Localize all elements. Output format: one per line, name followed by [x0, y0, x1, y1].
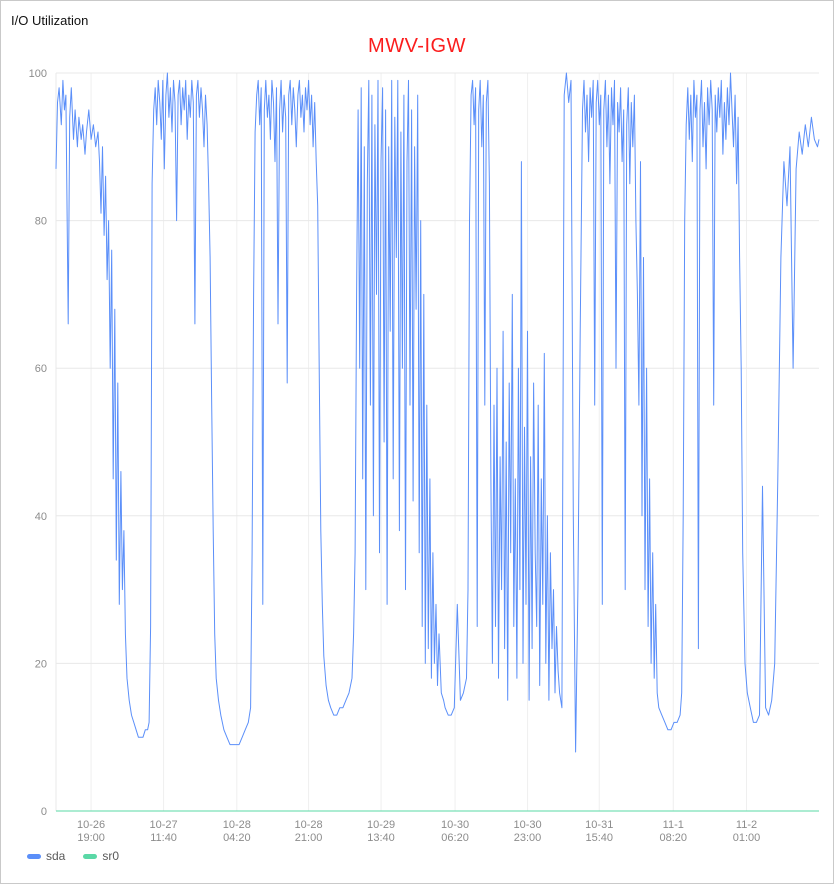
chart-legend: sda sr0 [27, 849, 119, 863]
y-tick-label: 0 [41, 806, 47, 818]
y-tick-label: 100 [29, 68, 47, 80]
x-tick-date: 10-30 [441, 819, 469, 831]
x-tick-time: 15:40 [585, 832, 613, 844]
legend-item-sda[interactable]: sda [27, 849, 65, 863]
x-tick-date: 10-31 [585, 819, 613, 831]
x-tick-time: 19:00 [77, 832, 105, 844]
chart-title: MWV-IGW [368, 35, 466, 57]
x-tick-date: 11-1 [663, 819, 684, 831]
x-tick-date: 10-28 [223, 819, 251, 831]
y-tick-label: 80 [35, 216, 47, 228]
x-tick-date: 10-29 [367, 819, 395, 831]
line-chart[interactable]: 10-2619:0010-2711:4010-2804:2010-2821:00… [1, 1, 833, 846]
y-tick-label: 40 [35, 511, 47, 523]
x-tick-date: 10-28 [294, 819, 322, 831]
sr0-series-marker-icon [83, 853, 98, 859]
x-tick-date: 10-30 [513, 819, 541, 831]
y-tick-label: 20 [35, 658, 47, 670]
x-tick-time: 13:40 [367, 832, 395, 844]
x-tick-time: 01:00 [733, 832, 761, 844]
legend-label-sr0: sr0 [102, 849, 120, 863]
sda-series-marker-icon [27, 853, 41, 859]
series-sda-line [55, 72, 820, 753]
x-tick-date: 10-26 [77, 819, 105, 831]
chart-axis-title: I/O Utilization [11, 13, 89, 28]
x-tick-time: 11:40 [150, 832, 177, 844]
x-tick-time: 21:00 [295, 832, 323, 844]
x-tick-date: 11-2 [736, 819, 757, 831]
x-tick-date: 10-27 [150, 819, 178, 831]
y-tick-label: 60 [35, 363, 47, 375]
legend-label-sda: sda [46, 849, 66, 863]
x-tick-time: 06:20 [441, 832, 469, 844]
legend-item-sr0[interactable]: sr0 [83, 849, 119, 863]
x-tick-time: 23:00 [514, 832, 542, 844]
x-tick-time: 08:20 [660, 832, 688, 844]
x-tick-time: 04:20 [223, 832, 251, 844]
